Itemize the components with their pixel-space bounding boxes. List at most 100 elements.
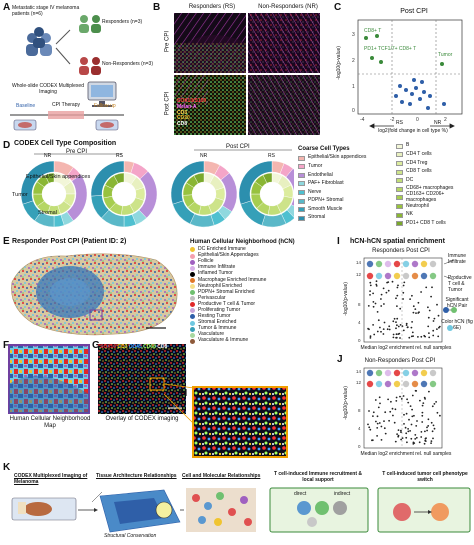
donut-label-2: RS: [116, 153, 123, 159]
scatter-point: [400, 398, 403, 400]
scatter-point: [400, 429, 402, 432]
scatter-point: [431, 286, 433, 289]
c-left-label: RS: [396, 120, 403, 126]
scatter-point: [376, 330, 379, 333]
volcano-plot-c: CD8+ T PD1+ TCF1/7+ CD8+ T Tumor -4 -2 0 2 …: [352, 19, 463, 129]
scatter-point: [397, 284, 399, 287]
scatter-point: [423, 442, 426, 445]
scatter-point: [382, 333, 385, 335]
donut-slice: [193, 172, 205, 184]
scatter-point: [391, 407, 394, 410]
scatter-point: [379, 326, 381, 329]
spatial-enrichment-plot-i: 0 4 8 12 14: [356, 257, 457, 343]
scatter-point: [374, 302, 377, 305]
scatter-point: [402, 395, 405, 397]
scatter-point: [382, 287, 385, 290]
panel-letter-c: C: [334, 2, 342, 13]
j-subtitle: Non-Responders Post CPI: [364, 358, 436, 364]
scatter-point: [393, 317, 396, 320]
scatter-point: [411, 415, 414, 418]
significant-pair-marker: [375, 369, 383, 377]
scatter-point: [406, 441, 408, 444]
significant-pair-marker: [402, 260, 410, 268]
marker-melana: Melan-A: [177, 103, 197, 110]
scatter-point: [369, 335, 372, 338]
hcn-legend-row: Stromal Enriched: [190, 319, 340, 326]
scatter-point: [375, 283, 378, 286]
coarse-legend-swatch: [298, 181, 305, 187]
scatter-point: [388, 325, 391, 328]
scatter-point: [412, 441, 415, 444]
scatter-point: [412, 305, 415, 308]
significant-pair-marker: [375, 272, 383, 280]
donut-label-4: RS: [268, 153, 275, 159]
scatter-point: [430, 442, 432, 444]
scatter-point: [430, 421, 433, 424]
fine-legend-label: CD68+ macrophages: [406, 185, 454, 192]
fine-legend-label: NK: [406, 211, 413, 218]
hcn-legend-swatch: [190, 296, 195, 302]
scatter-point: [392, 333, 395, 336]
fine-legend-row: CD4 T cells: [396, 151, 472, 160]
coarse-legend-row: PAF+ Fibroblast: [298, 180, 394, 189]
hcn-legend-row: Vasculature & Immune: [190, 338, 340, 344]
hcn-legend-swatch: [190, 326, 195, 332]
significant-pair-marker: [384, 369, 392, 377]
coarse-legend-row: Tumor: [298, 162, 394, 171]
coarse-legend-label: PDPN+ Stromal: [308, 197, 344, 204]
therapy-label: CPI Therapy: [52, 102, 80, 108]
scatter-point: [372, 305, 375, 308]
scatter-point: [375, 420, 377, 423]
scatter-point: [395, 400, 398, 402]
hcn-legend-label: Tumor & Immune: [198, 325, 237, 332]
coarse-legend-swatch: [298, 215, 305, 221]
svg-text:-2: -2: [390, 117, 395, 123]
scatter-point: [380, 305, 383, 307]
fine-legend-swatch: [396, 186, 403, 192]
zoom-connector: [163, 383, 195, 425]
scatter-point: [407, 428, 409, 430]
hcn-legend-swatch: [190, 320, 195, 326]
baseline-slide-icon: [13, 119, 37, 131]
fine-legend-label: B: [406, 142, 410, 149]
scatter-point: [400, 438, 402, 441]
scatter-point: [405, 324, 408, 326]
scatter-point: [432, 437, 434, 440]
fine-legend-swatch: [396, 221, 403, 227]
col-label-nr: Non-Responders (NR): [258, 4, 318, 10]
scatter-point: [380, 439, 383, 441]
scatter-point: [422, 402, 425, 404]
d-post-label: Post CPI: [226, 144, 250, 150]
hcn-legend-title: Human Cellular Neighborhood (hCN): [190, 239, 295, 245]
scatter-point: [411, 294, 413, 297]
hcn-legend-swatch: [190, 253, 195, 259]
k-footer: Structural Conservation: [104, 533, 157, 539]
hcn-legend-label: PDPN+ Stromal Enriched: [198, 288, 255, 295]
scatter-point: [425, 437, 427, 440]
scatter-point: [417, 301, 420, 304]
coarse-legend-label: Stromal: [308, 214, 326, 221]
scatter-point: [386, 328, 389, 331]
scatter-point: [402, 329, 405, 332]
scatter-point: [435, 401, 437, 403]
k-indirect: indirect: [334, 491, 351, 497]
i-color-label: Color hCN (fig 6E): [441, 319, 473, 331]
scatter-point: [415, 390, 418, 392]
hcn-legend-row: Perivascular: [190, 295, 340, 302]
scatter-point: [436, 411, 439, 414]
fine-legend-row: Neutrophil: [396, 202, 472, 211]
scatter-point: [385, 291, 388, 294]
scatter-point: [426, 426, 428, 429]
i-ylabel: -log10(p-value): [343, 282, 350, 316]
scatter-point: [411, 394, 414, 397]
scatter-point: [407, 401, 410, 404]
scatter-point: [380, 425, 383, 428]
hcn-legend-label: Inflamed Tumor: [198, 270, 233, 277]
scatter-point: [411, 331, 414, 334]
scatter-point: [427, 425, 430, 427]
scatter-point: [428, 309, 431, 312]
hcn-legend-label: Productive T cell & Tumor: [198, 300, 256, 307]
scatter-point: [421, 421, 424, 423]
scatter-point: [412, 335, 414, 337]
scatter-point: [399, 395, 401, 398]
